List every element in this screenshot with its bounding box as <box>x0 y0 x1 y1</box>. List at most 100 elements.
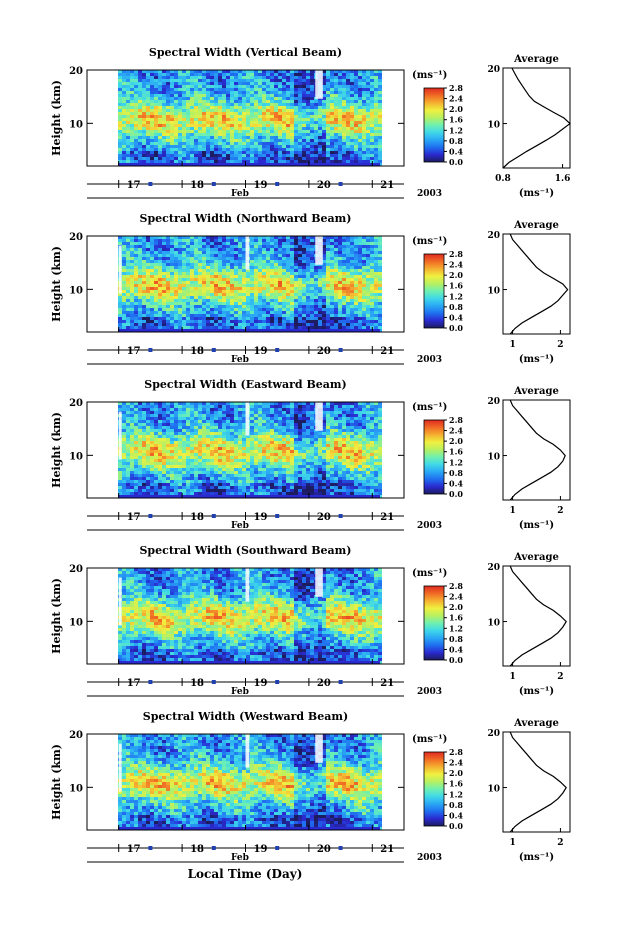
month-label: Feb <box>231 189 249 199</box>
y-tick-label: 20 <box>69 232 83 243</box>
colorbar-units: (ms⁻¹) <box>412 402 447 413</box>
average-x-tick-label: 1.6 <box>555 174 571 184</box>
x-tick-label: 21 <box>380 180 394 191</box>
average-frame <box>502 399 571 501</box>
x-tick-label: 21 <box>380 678 394 689</box>
colorbar-tick-label: 0.4 <box>449 478 463 488</box>
colorbar-tick-label: 2.4 <box>449 94 463 104</box>
average-x-tick-label: 2 <box>557 340 563 350</box>
y-axis-label: Height (km) <box>50 412 63 488</box>
average-x-tick-label: 0.8 <box>495 174 511 184</box>
year-label: 2003 <box>417 853 442 863</box>
average-title: Average <box>513 54 559 65</box>
colorbar-tick-label: 1.6 <box>449 447 463 457</box>
date-axis-marker <box>275 846 280 850</box>
y-tick-label: 10 <box>69 451 83 462</box>
colorbar <box>423 585 445 661</box>
average-y-tick-label: 10 <box>487 287 500 297</box>
y-tick-label: 10 <box>69 617 83 628</box>
x-tick-label: 20 <box>317 346 331 357</box>
colorbar-tick-label: 1.6 <box>449 281 463 291</box>
y-axis-label: Height (km) <box>50 246 63 322</box>
colorbar-tick-label: 1.2 <box>449 291 463 301</box>
average-y-tick-label: 20 <box>487 563 500 573</box>
x-tick-label: 19 <box>254 512 268 523</box>
panel-3: Spectral Width (Eastward Beam) Height (km… <box>50 378 571 531</box>
x-tick-label: 20 <box>317 512 331 523</box>
colorbar-tick-label: 0.8 <box>449 136 463 146</box>
x-tick-label: 19 <box>254 180 268 191</box>
year-label: 2003 <box>417 521 442 531</box>
date-axis-marker <box>275 182 280 186</box>
colorbar-tick-label: 2.0 <box>449 270 463 280</box>
average-profile-line <box>509 399 566 501</box>
x-tick-label: 21 <box>380 844 394 855</box>
colorbar-tick-label: 2.4 <box>449 758 463 768</box>
colorbar-tick-label: 2.4 <box>449 260 463 270</box>
panel-title: Spectral Width (Vertical Beam) <box>149 46 342 59</box>
date-axis-marker <box>275 680 280 684</box>
colorbar-tick-label: 2.0 <box>449 436 463 446</box>
x-tick-label: 20 <box>317 180 331 191</box>
x-tick-label: 20 <box>317 844 331 855</box>
colorbar-tick-label: 0.0 <box>449 323 463 333</box>
average-x-label: (ms⁻¹) <box>519 686 554 697</box>
y-tick-label: 20 <box>69 730 83 741</box>
panel-5: Spectral Width (Westward Beam) Height (km… <box>50 710 571 863</box>
average-profile-line <box>509 565 567 667</box>
average-frame <box>502 731 571 833</box>
panel-1: Spectral Width (Vertical Beam) Height (km… <box>50 46 571 199</box>
colorbar-tick-label: 0.8 <box>449 800 463 810</box>
average-x-tick-label: 1 <box>509 838 515 848</box>
colorbar-tick-label: 1.2 <box>449 623 463 633</box>
colorbar <box>423 87 445 163</box>
average-y-tick-label: 10 <box>487 121 500 131</box>
colorbar-tick-label: 0.8 <box>449 302 463 312</box>
colorbar-tick-label: 2.8 <box>449 249 463 259</box>
average-x-label: (ms⁻¹) <box>519 188 554 199</box>
average-profile-line <box>509 233 569 335</box>
colorbar-tick-label: 0.8 <box>449 634 463 644</box>
date-axis-marker <box>211 182 216 186</box>
colorbar-tick-label: 0.0 <box>449 655 463 665</box>
panel-title: Spectral Width (Northward Beam) <box>140 212 352 225</box>
colorbar-tick-label: 1.6 <box>449 115 463 125</box>
x-tick-label: 19 <box>254 346 268 357</box>
average-x-tick-label: 1 <box>509 672 515 682</box>
spectral-width-heatmap <box>118 70 382 166</box>
date-axis-marker <box>148 182 153 186</box>
colorbar <box>423 419 445 495</box>
colorbar-tick-label: 2.0 <box>449 602 463 612</box>
panel-title: Spectral Width (Eastward Beam) <box>144 378 346 391</box>
average-x-label: (ms⁻¹) <box>519 520 554 531</box>
x-tick-label: 19 <box>254 678 268 689</box>
average-x-label: (ms⁻¹) <box>519 354 554 365</box>
average-y-tick-label: 10 <box>487 453 500 463</box>
colorbar-tick-label: 0.0 <box>449 157 463 167</box>
x-tick-label: 17 <box>127 180 141 191</box>
date-axis-marker <box>148 846 153 850</box>
average-x-tick-label: 2 <box>557 672 563 682</box>
y-tick-label: 10 <box>69 119 83 130</box>
date-axis-marker <box>338 846 343 850</box>
spectral-width-heatmap <box>118 568 382 664</box>
date-axis-marker <box>275 514 280 518</box>
colorbar <box>423 751 445 827</box>
average-profile-line <box>509 731 567 833</box>
x-tick-label: 18 <box>190 678 204 689</box>
y-tick-label: 20 <box>69 398 83 409</box>
average-y-tick-label: 20 <box>487 231 500 241</box>
y-tick-label: 20 <box>69 564 83 575</box>
average-y-tick-label: 10 <box>487 785 500 795</box>
date-axis-marker <box>211 348 216 352</box>
colorbar-tick-label: 1.6 <box>449 779 463 789</box>
colorbar-tick-label: 2.0 <box>449 768 463 778</box>
average-x-tick-label: 2 <box>557 838 563 848</box>
average-x-label: (ms⁻¹) <box>519 852 554 863</box>
spectral-width-heatmap <box>118 734 382 830</box>
date-axis-marker <box>338 182 343 186</box>
colorbar-units: (ms⁻¹) <box>412 70 447 81</box>
date-axis-marker <box>338 348 343 352</box>
average-frame <box>502 565 571 667</box>
